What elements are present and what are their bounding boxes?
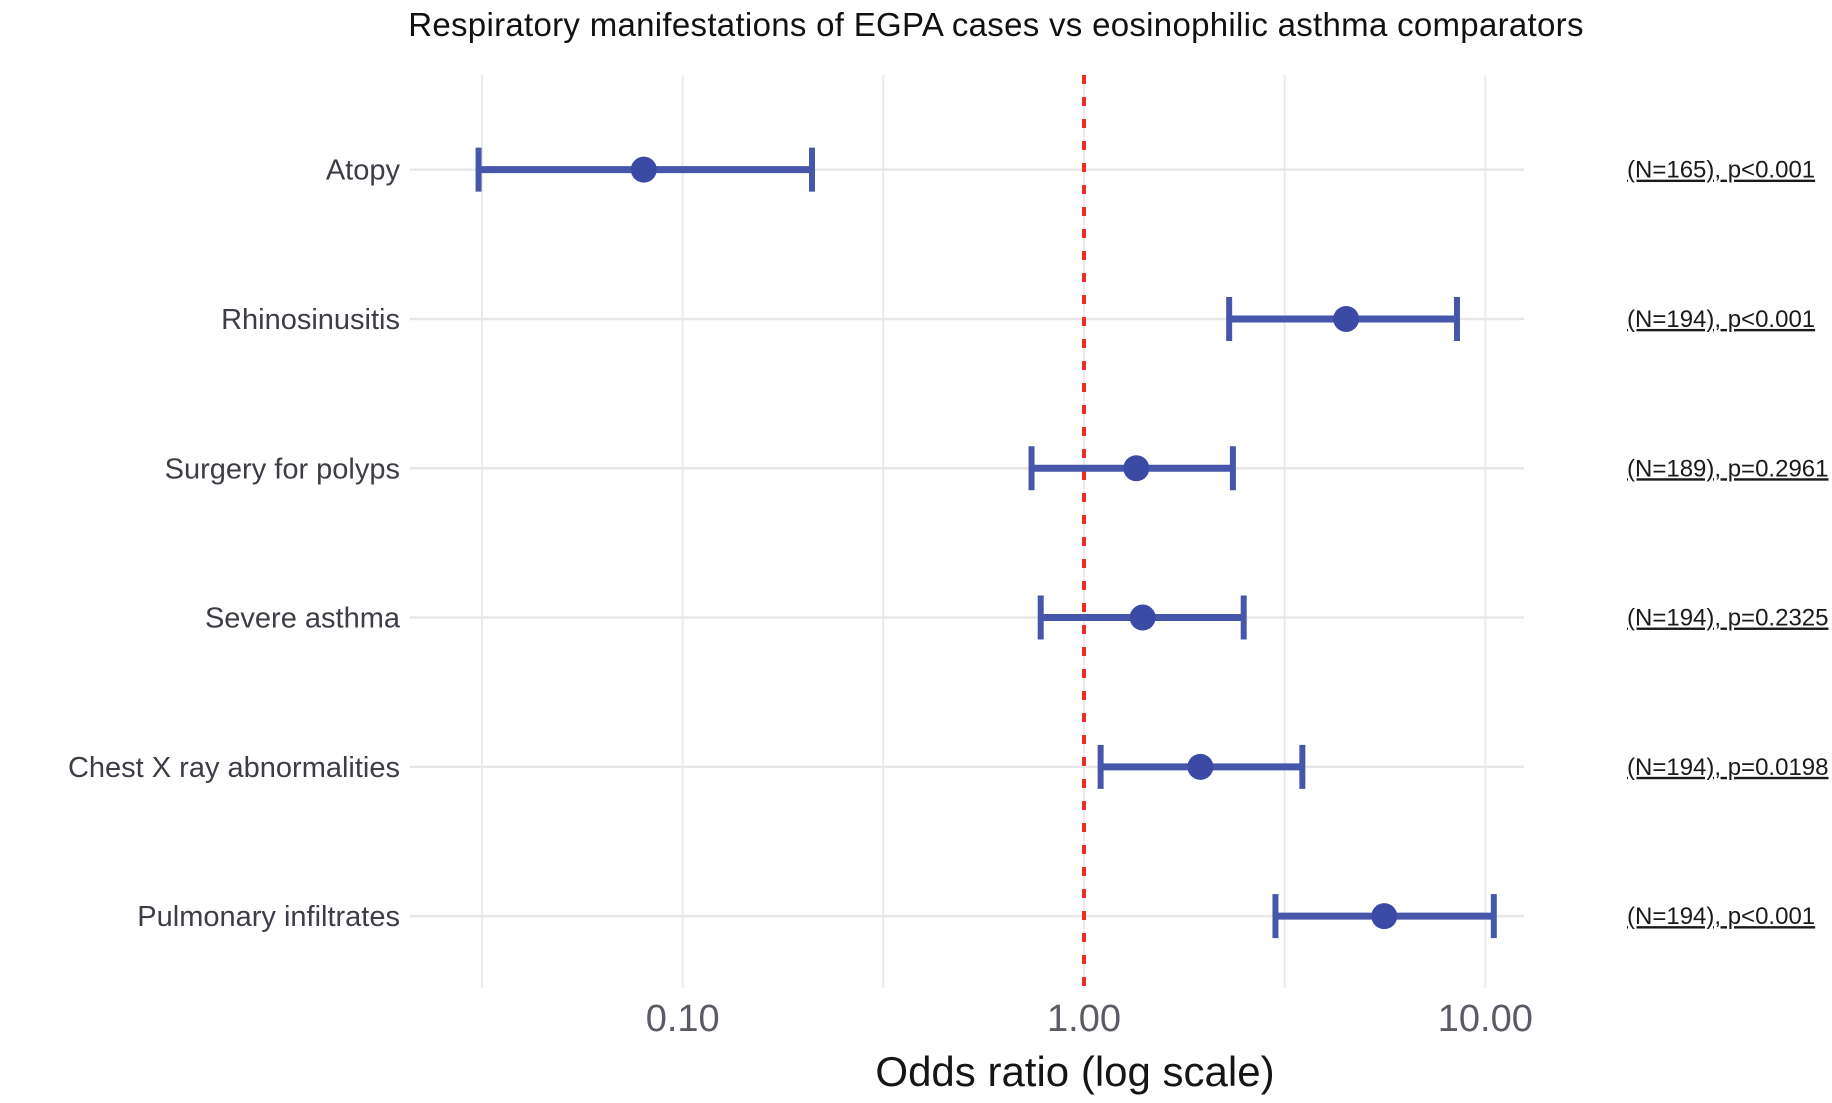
x-axis-tick-label: 1.00 [1047,998,1121,1040]
point-estimate-marker [1123,455,1150,482]
point-estimate-marker [1187,753,1214,780]
category-label: Pulmonary infiltrates [137,901,400,933]
point-estimate-marker [630,156,657,183]
point-estimate-marker [1333,305,1360,332]
chart-title: Respiratory manifestations of EGPA cases… [408,6,1584,43]
point-estimate-marker [1129,604,1156,631]
category-label: Severe asthma [205,603,401,635]
row-annotation: (N=189), p=0.2961 [1627,455,1828,482]
category-label: Surgery for polyps [165,453,400,485]
row-annotation: (N=165), p<0.001 [1627,157,1815,184]
x-axis-title: Odds ratio (log scale) [875,1048,1275,1095]
category-label: Rhinosinusitis [221,304,400,336]
category-label: Chest X ray abnormalities [68,752,400,784]
x-axis-tick-label: 10.00 [1438,998,1533,1040]
x-axis-tick-label: 0.10 [646,998,720,1040]
category-label: Atopy [326,155,401,187]
row-annotation: (N=194), p=0.2325 [1627,605,1828,632]
point-estimate-marker [1371,903,1398,930]
row-annotation: (N=194), p<0.001 [1627,903,1815,930]
row-annotation: (N=194), p=0.0198 [1627,754,1828,781]
row-annotation: (N=194), p<0.001 [1627,306,1815,333]
